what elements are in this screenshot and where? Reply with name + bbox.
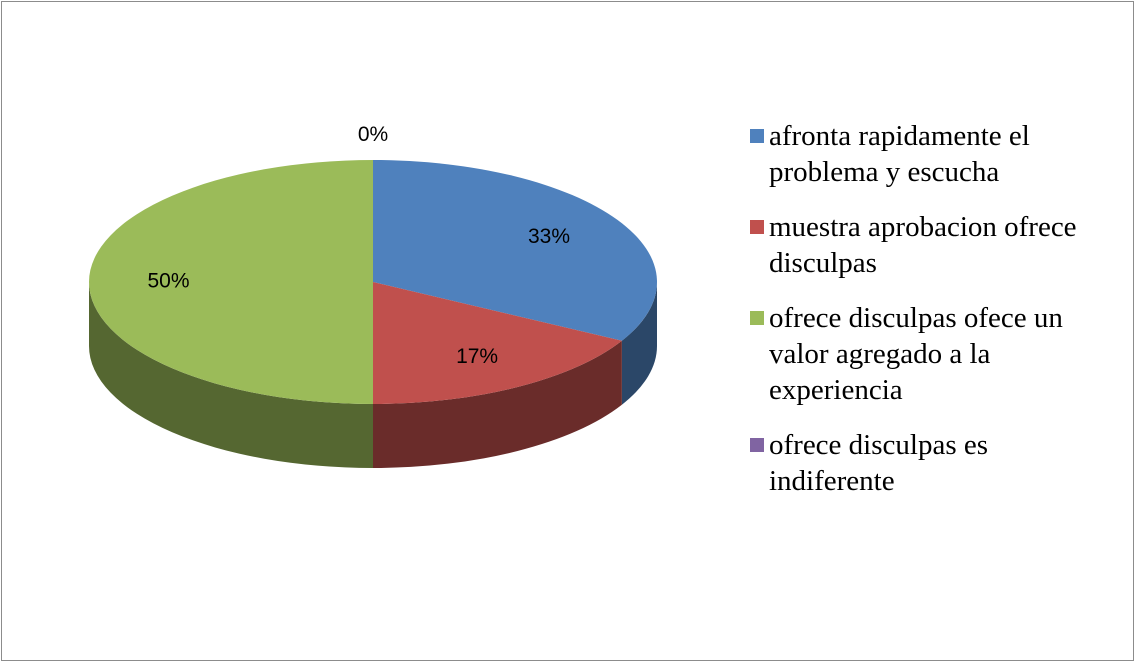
- slice-side: [89, 282, 373, 468]
- slice-side: [373, 340, 622, 468]
- data-label: 50%: [148, 270, 190, 293]
- legend-entry: ofrece disculpas ofece un valor agregado…: [750, 300, 1120, 408]
- data-label: 17%: [456, 345, 498, 368]
- legend-label: ofrece disculpas ofece un valor agregado…: [769, 302, 1063, 406]
- data-label: 33%: [528, 225, 570, 248]
- legend-entry: ofrece disculpas es indiferente: [750, 427, 1120, 499]
- pie-sides: [89, 282, 657, 468]
- legend-swatch: [750, 438, 764, 452]
- slice: [373, 160, 657, 341]
- legend-label: afronta rapidamente el problema y escuch…: [769, 120, 1030, 188]
- slice: [373, 282, 622, 404]
- legend: afronta rapidamente el problema y escuch…: [750, 118, 1120, 518]
- legend-entry: muestra aprobacion ofrece disculpas: [750, 209, 1120, 281]
- legend-swatch: [750, 220, 764, 234]
- slice: [89, 160, 373, 404]
- legend-label: muestra aprobacion ofrece disculpas: [769, 211, 1077, 279]
- legend-label: ofrece disculpas es indiferente: [769, 429, 989, 497]
- legend-swatch: [750, 129, 764, 143]
- data-label: 0%: [358, 123, 388, 146]
- slice-side: [621, 282, 657, 405]
- legend-swatch: [750, 311, 764, 325]
- legend-entry: afronta rapidamente el problema y escuch…: [750, 118, 1120, 190]
